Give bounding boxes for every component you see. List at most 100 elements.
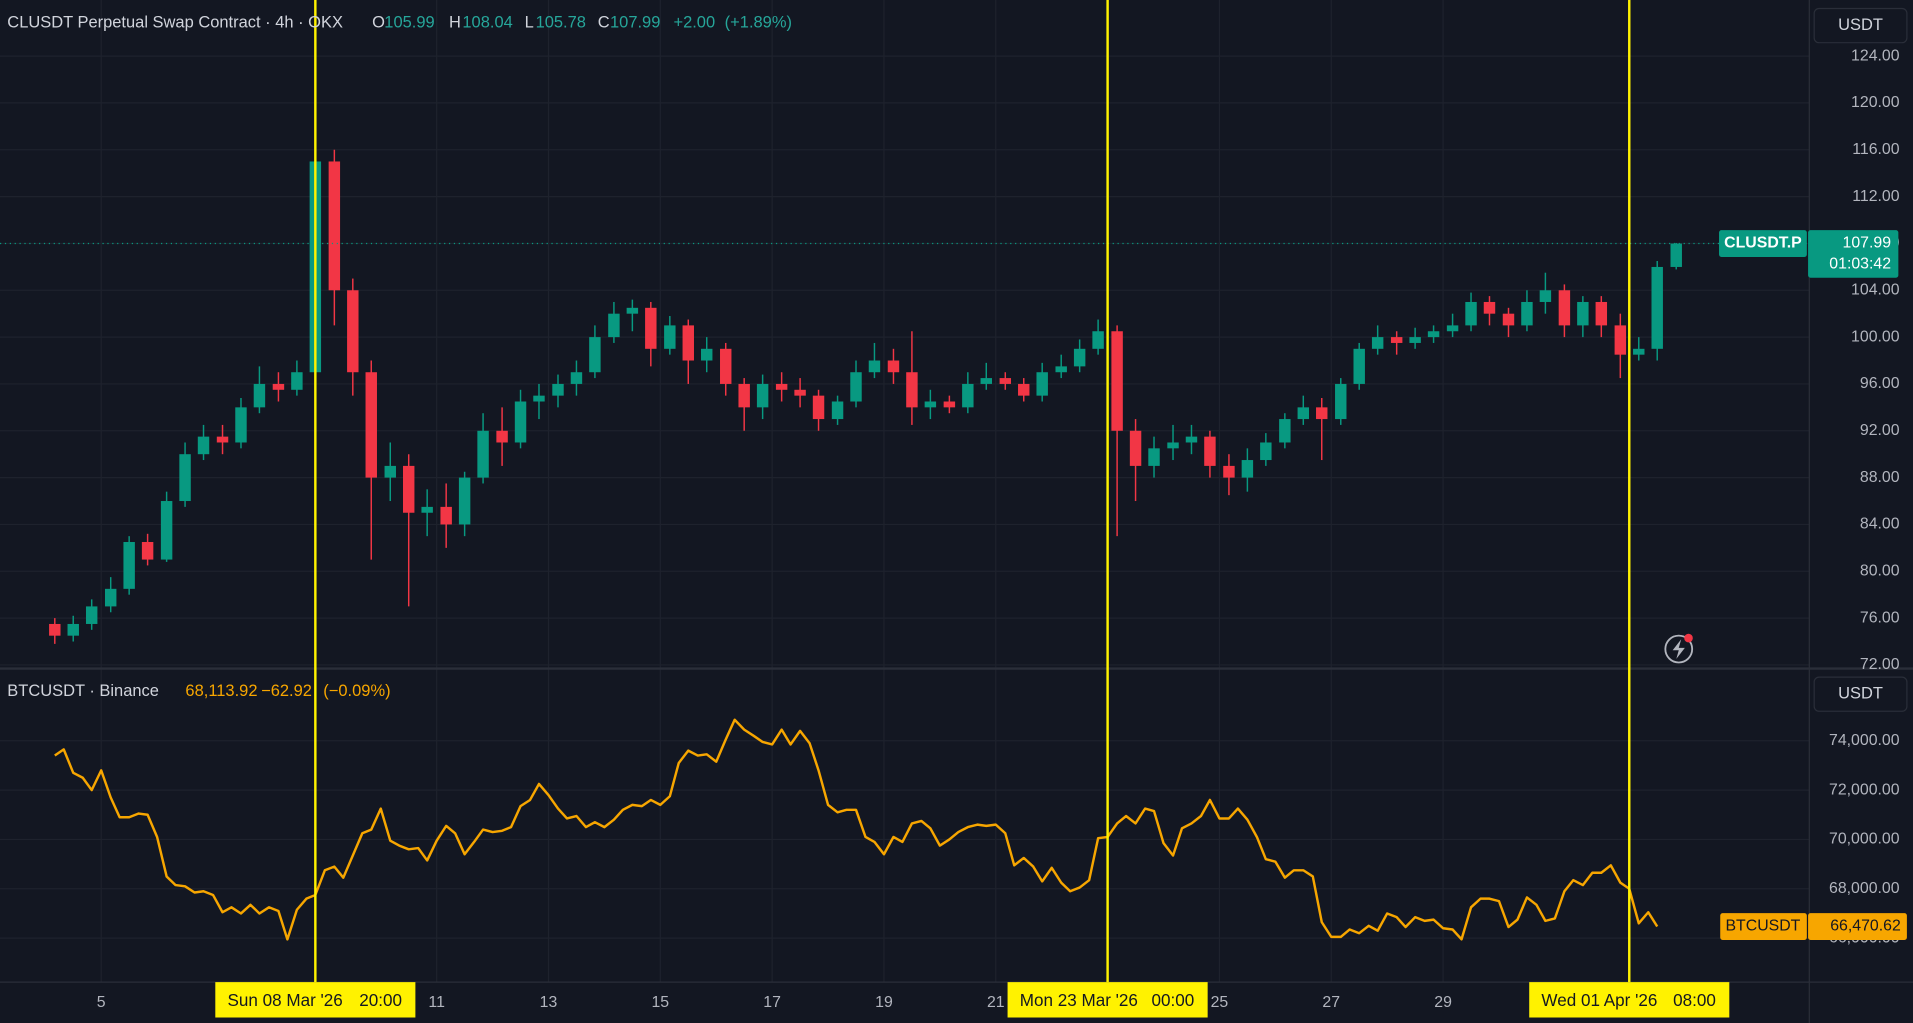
candle-body (756, 383, 769, 408)
symbol-badge-label: CLUSDT.P (1724, 235, 1802, 252)
symbol-badge-label: BTCUSDT (1725, 918, 1800, 935)
y-tick-label: 74,000.00 (1829, 732, 1900, 749)
candle-body (1427, 331, 1440, 338)
candle-body (906, 372, 918, 408)
currency-label[interactable]: USDT (1838, 16, 1883, 34)
candle-body (1390, 337, 1403, 343)
candle-body (272, 383, 285, 390)
candle-body (1335, 383, 1347, 420)
candle-body (1260, 442, 1272, 461)
legend-value: 105.78 (536, 14, 586, 32)
symbol-title: BTCUSDT · Binance (7, 682, 159, 700)
x-tick-label: 25 (1211, 994, 1229, 1011)
price-badge-value: 66,470.62 (1830, 918, 1901, 935)
candle-body (328, 161, 341, 291)
candle-body (924, 401, 937, 408)
candle-body (1055, 366, 1067, 373)
candle-body (496, 430, 508, 443)
candle-body (85, 606, 98, 624)
candle-body (197, 436, 210, 455)
candle-body (1539, 290, 1552, 302)
candle-body (1446, 325, 1459, 332)
currency-button[interactable] (1813, 676, 1908, 712)
candle-body (1316, 407, 1328, 420)
candle-body (720, 348, 732, 384)
candle-body (645, 307, 657, 349)
candle-body (589, 337, 601, 373)
marker-time: 08:00 (1673, 991, 1716, 1010)
legend-value: 108.04 (462, 14, 512, 32)
y-tick-label: 88.00 (1860, 469, 1900, 486)
price-badge (1808, 913, 1907, 940)
legend-change: −62.92 (261, 682, 312, 700)
candle-body (235, 407, 247, 443)
legend-key: O (372, 14, 385, 32)
icon-dot[interactable] (1684, 633, 1693, 643)
candle-body (1241, 460, 1254, 478)
currency-label[interactable]: USDT (1838, 685, 1883, 703)
candle-body (1558, 290, 1571, 326)
candle-body (384, 465, 396, 478)
candle-body (1185, 436, 1198, 443)
candle-body (1167, 442, 1179, 449)
marker-date: Sun 08 Mar '26 (227, 991, 342, 1010)
legend-key: L (525, 14, 534, 32)
price-badge-value: 107.99 (1843, 235, 1892, 252)
x-tick-label: 17 (763, 994, 781, 1011)
candle-body (812, 395, 825, 420)
y-tick-label: 120.00 (1851, 94, 1900, 111)
marker-date: Mon 23 Mar '26 (1020, 991, 1138, 1010)
legend-change-pct: (−0.09%) (323, 682, 390, 700)
candle-body (1129, 430, 1142, 466)
candle-body (1353, 348, 1365, 384)
y-tick-label: 92.00 (1860, 422, 1900, 439)
candle-body (1371, 337, 1384, 349)
candle-body (1297, 407, 1310, 420)
candle-body (608, 313, 620, 338)
x-tick-label: 13 (540, 994, 558, 1011)
candle-body (1223, 465, 1235, 478)
x-tick-label: 21 (987, 994, 1005, 1011)
candle-body (291, 372, 303, 390)
candle-body (533, 395, 545, 402)
candle-body (1483, 301, 1496, 314)
marker-date: Wed 01 Apr '26 (1541, 991, 1657, 1010)
candle-body (49, 623, 61, 636)
candle-body (1073, 348, 1086, 367)
candle-body (775, 383, 788, 390)
legend-value: 105.99 (384, 14, 434, 32)
candle-body (67, 623, 79, 636)
candle-body (1614, 325, 1627, 355)
x-tick-label: 27 (1322, 994, 1340, 1011)
alert-icon[interactable] (1664, 633, 1694, 664)
y-tick-label: 72,000.00 (1829, 781, 1900, 798)
candle-body (1651, 266, 1663, 349)
icon-bolt[interactable] (1672, 639, 1685, 659)
candle-body (421, 506, 433, 513)
candle-body (868, 360, 881, 373)
marker-chip (1007, 982, 1208, 1018)
candle-body (1502, 313, 1515, 326)
symbol-badge (1719, 230, 1807, 257)
legend-change-pct: (+1.89%) (725, 14, 792, 32)
marker-time: 00:00 (1152, 991, 1195, 1010)
candle-body (1018, 383, 1030, 396)
y-tick-label: 80.00 (1860, 562, 1900, 579)
candle-body (962, 383, 974, 408)
candle-body (943, 401, 956, 408)
icon-ring[interactable] (1664, 634, 1694, 664)
candle-body (514, 401, 527, 443)
x-tick-label: 15 (651, 994, 669, 1011)
currency-button[interactable] (1813, 7, 1908, 44)
candle-body (477, 430, 489, 478)
x-tick-label: 11 (428, 994, 445, 1011)
candle-body (887, 360, 900, 373)
legend-value: 107.99 (610, 14, 660, 32)
marker-chip (1529, 982, 1730, 1018)
candle-body (1521, 301, 1533, 326)
candle-body (1279, 419, 1291, 443)
candle-body (1111, 331, 1123, 431)
y-tick-label: 72.00 (1860, 656, 1900, 673)
y-tick-label: 116.00 (1852, 141, 1900, 158)
candle-body (160, 501, 173, 560)
